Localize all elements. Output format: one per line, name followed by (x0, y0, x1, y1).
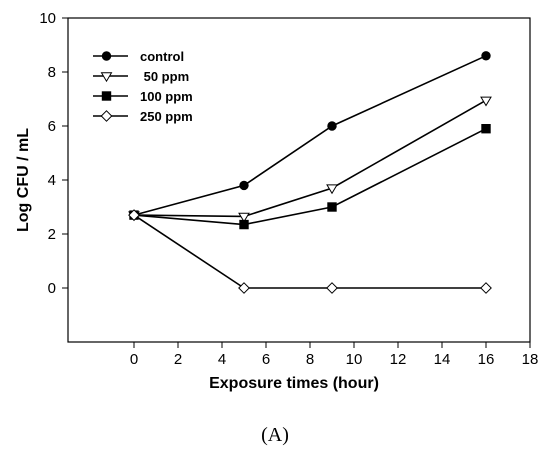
data-point-series-1 (326, 184, 338, 195)
data-point-series-3 (128, 209, 140, 222)
data-point-series-1 (480, 96, 492, 107)
series-line-1 (133, 99, 487, 218)
x-tick-label: 4 (218, 351, 226, 368)
line-chart: 0 2 4 6 8 10 12 14 16 18 0 2 4 6 8 10 Exposure times (ho… (15, 10, 538, 392)
x-tick-label: 2 (174, 351, 182, 368)
legend-marker (100, 110, 113, 122)
x-tick-label: 10 (346, 351, 363, 368)
legend-label: 50 ppm (140, 69, 189, 84)
legend-marker (101, 91, 112, 101)
series-line-2 (133, 127, 487, 226)
x-tick-label: 8 (306, 351, 314, 368)
x-tick-label: 16 (478, 351, 495, 368)
plot-area: 0 2 4 6 8 10 12 14 16 18 0 2 4 6 8 10 Exposure times (ho… (15, 10, 538, 392)
y-axis-title: Log CFU / mL (15, 128, 32, 232)
x-axis-title: Exposure times (hour) (209, 375, 379, 392)
data-point-series-2 (327, 202, 337, 212)
y-tick-label: 0 (48, 280, 56, 297)
legend-label: 100 ppm (140, 89, 193, 104)
data-point-series-2 (239, 219, 249, 230)
legend-label: control (140, 49, 184, 64)
y-tick-label: 8 (48, 64, 56, 81)
data-point-series-0 (327, 121, 337, 131)
data-point-series-1 (238, 212, 250, 223)
data-point-series-3 (326, 282, 338, 294)
series-line-0 (133, 55, 487, 216)
x-tick-label: 12 (390, 351, 407, 368)
data-point-series-0 (481, 51, 491, 61)
data-point-series-0 (239, 180, 249, 191)
legend-marker (100, 72, 113, 83)
x-tick-label: 6 (262, 351, 270, 368)
legend-marker (101, 51, 112, 61)
data-point-series-2 (481, 124, 491, 134)
y-tick-label: 6 (48, 118, 56, 135)
y-tick-label: 10 (39, 10, 56, 27)
y-tick-label: 4 (48, 172, 56, 189)
y-tick-label: 2 (48, 226, 56, 243)
x-tick-label: 18 (522, 351, 539, 368)
series-line-3 (133, 214, 486, 289)
x-tick-label: 14 (434, 351, 451, 368)
legend-label: 250 ppm (140, 109, 193, 124)
x-tick-label: 0 (130, 351, 138, 368)
data-point-series-3 (238, 282, 250, 294)
figure-caption: (A) (261, 424, 289, 446)
data-point-series-3 (480, 282, 492, 294)
